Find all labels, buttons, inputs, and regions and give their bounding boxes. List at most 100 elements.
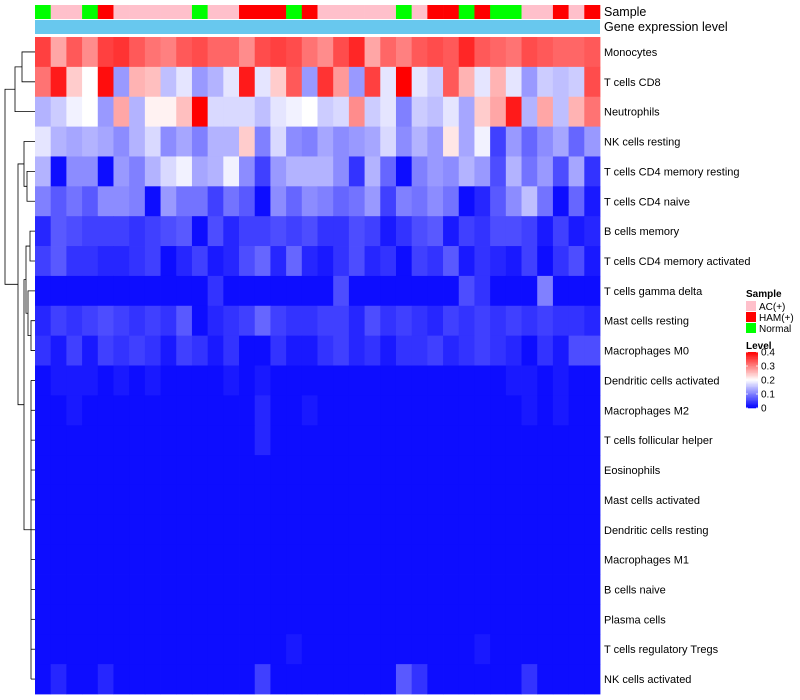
heatmap-cell — [443, 544, 460, 575]
sample-legend: Sample AC(+)HAM(+)Normal — [746, 289, 794, 335]
heatmap-cell — [552, 634, 570, 665]
heatmap-cell — [35, 186, 52, 217]
heatmap-cell — [286, 246, 303, 277]
heatmap-cell — [129, 544, 146, 575]
heatmap-cell — [348, 395, 365, 426]
heatmap-cell — [411, 604, 428, 635]
heatmap-cell — [474, 66, 491, 98]
heatmap-cell — [443, 37, 460, 68]
heatmap-cell — [270, 96, 287, 127]
sample-annotation-cell — [427, 5, 444, 19]
heatmap-cell — [537, 156, 554, 187]
heatmap-cell — [97, 66, 114, 98]
heatmap-cell — [458, 216, 475, 247]
heatmap-cell — [443, 634, 460, 665]
heatmap-cell — [380, 574, 397, 605]
heatmap-cell — [223, 275, 240, 307]
heatmap-cell — [286, 216, 303, 247]
heatmap-cell — [427, 425, 444, 456]
level-legend-gradient-step — [746, 388, 758, 391]
heatmap-cell — [458, 156, 475, 187]
sample-legend-label: Normal — [759, 324, 791, 335]
heatmap-cell — [552, 514, 570, 546]
heatmap-cell — [317, 186, 334, 217]
heatmap-cell — [176, 544, 193, 575]
heatmap-cell — [458, 126, 475, 157]
sample-annotation-cell — [82, 5, 99, 19]
row-label: Plasma cells — [604, 614, 666, 626]
heatmap-cell — [443, 365, 460, 396]
heatmap-cell — [160, 425, 177, 456]
heatmap-cell — [505, 484, 522, 516]
heatmap-cell — [317, 634, 334, 665]
heatmap-cell — [490, 275, 507, 307]
row-label: Macrophages M1 — [604, 555, 689, 567]
heatmap-cell — [333, 514, 350, 546]
heatmap-cell — [239, 216, 256, 247]
heatmap-cell — [270, 37, 287, 68]
heatmap-cell — [223, 574, 240, 605]
sample-annotation-cell — [160, 5, 177, 19]
heatmap-cell — [443, 395, 460, 426]
sample-annotation-cell — [411, 5, 428, 19]
heatmap-cell — [458, 664, 475, 695]
heatmap-cell — [97, 634, 114, 665]
heatmap-cell — [348, 216, 365, 247]
heatmap-cell — [113, 66, 130, 98]
heatmap-cell — [129, 634, 146, 665]
heatmap-cell — [160, 37, 177, 68]
heatmap-cell — [113, 126, 130, 157]
heatmap-cell — [395, 305, 413, 337]
level-legend-gradient-step — [746, 357, 758, 360]
heatmap-cell — [286, 395, 303, 426]
heatmap-cell — [411, 126, 428, 157]
heatmap-cell — [568, 156, 585, 187]
sample-annotation-cell — [584, 5, 601, 19]
heatmap-cell — [333, 275, 350, 307]
heatmap-cell — [568, 604, 585, 635]
heatmap-cell — [286, 335, 303, 366]
heatmap-cell — [411, 37, 428, 68]
heatmap-cell — [160, 574, 177, 605]
heatmap-cell — [82, 365, 99, 396]
level-legend-title: Level — [746, 341, 772, 352]
heatmap-cell — [568, 425, 585, 456]
heatmap-cell — [380, 604, 397, 635]
heatmap-cell — [490, 216, 507, 247]
heatmap-cell — [537, 484, 554, 516]
level-legend-gradient-step — [746, 356, 758, 358]
heatmap-cell — [35, 96, 52, 127]
heatmap-cell — [348, 664, 365, 695]
heatmap-cell — [443, 305, 460, 337]
heatmap-cell — [35, 425, 52, 456]
heatmap-cell — [66, 365, 83, 396]
level-legend-tick-label: 0.2 — [761, 376, 775, 387]
heatmap-cell — [521, 156, 538, 187]
heatmap-cell — [176, 156, 193, 187]
heatmap-cell — [50, 246, 67, 277]
heatmap-cell — [144, 156, 161, 187]
heatmap-cell — [129, 66, 146, 98]
heatmap-cell — [35, 455, 52, 486]
heatmap-cell — [333, 37, 350, 68]
sample-annotation-cell — [443, 5, 460, 19]
heatmap-cell — [505, 365, 522, 396]
heatmap-cell — [160, 246, 177, 277]
row-label: Macrophages M2 — [604, 405, 689, 417]
heatmap-cell — [286, 186, 303, 217]
heatmap-cell — [97, 156, 114, 187]
heatmap-cell — [395, 574, 413, 605]
heatmap-cell — [348, 514, 365, 546]
heatmap-cell — [411, 544, 428, 575]
heatmap-cell — [207, 216, 224, 247]
heatmap-cell — [537, 574, 554, 605]
heatmap-cell — [113, 514, 130, 546]
heatmap-cell — [301, 664, 318, 695]
heatmap-cell — [239, 126, 256, 157]
heatmap-cell — [348, 335, 365, 366]
heatmap-cell — [97, 37, 114, 68]
heatmap-cell — [537, 634, 554, 665]
heatmap-cell — [411, 514, 428, 546]
heatmap-cell — [50, 66, 67, 98]
